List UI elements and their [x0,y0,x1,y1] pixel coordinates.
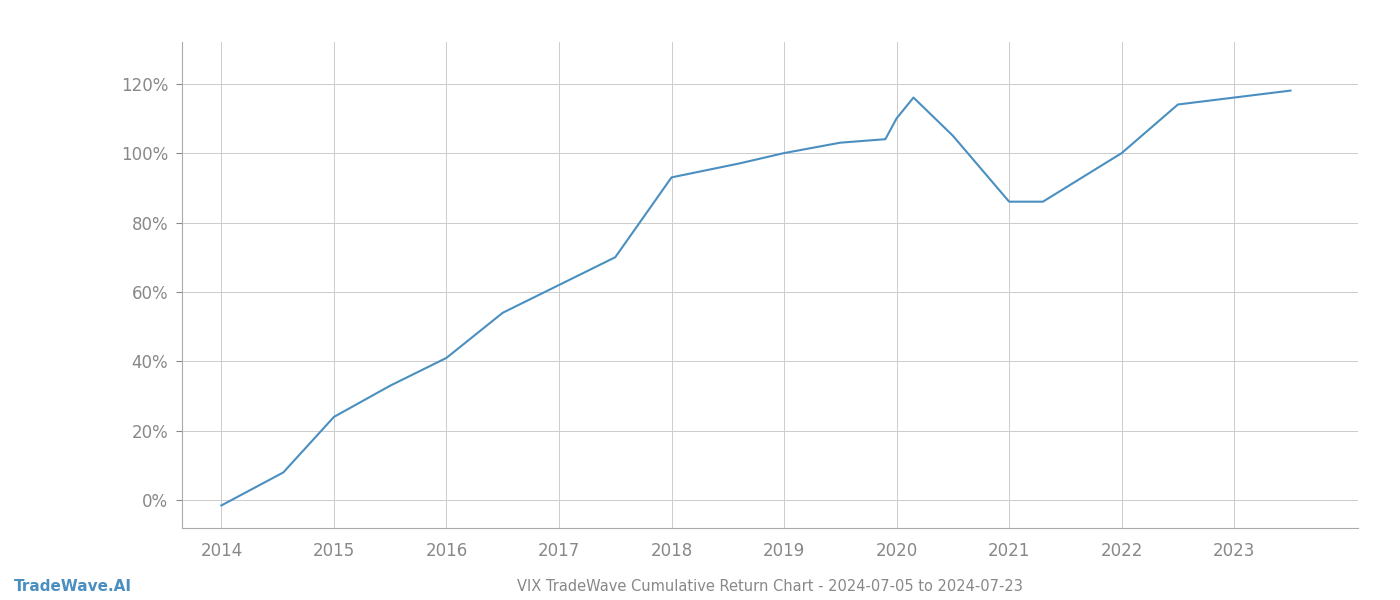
Text: VIX TradeWave Cumulative Return Chart - 2024-07-05 to 2024-07-23: VIX TradeWave Cumulative Return Chart - … [517,579,1023,594]
Text: TradeWave.AI: TradeWave.AI [14,579,132,594]
